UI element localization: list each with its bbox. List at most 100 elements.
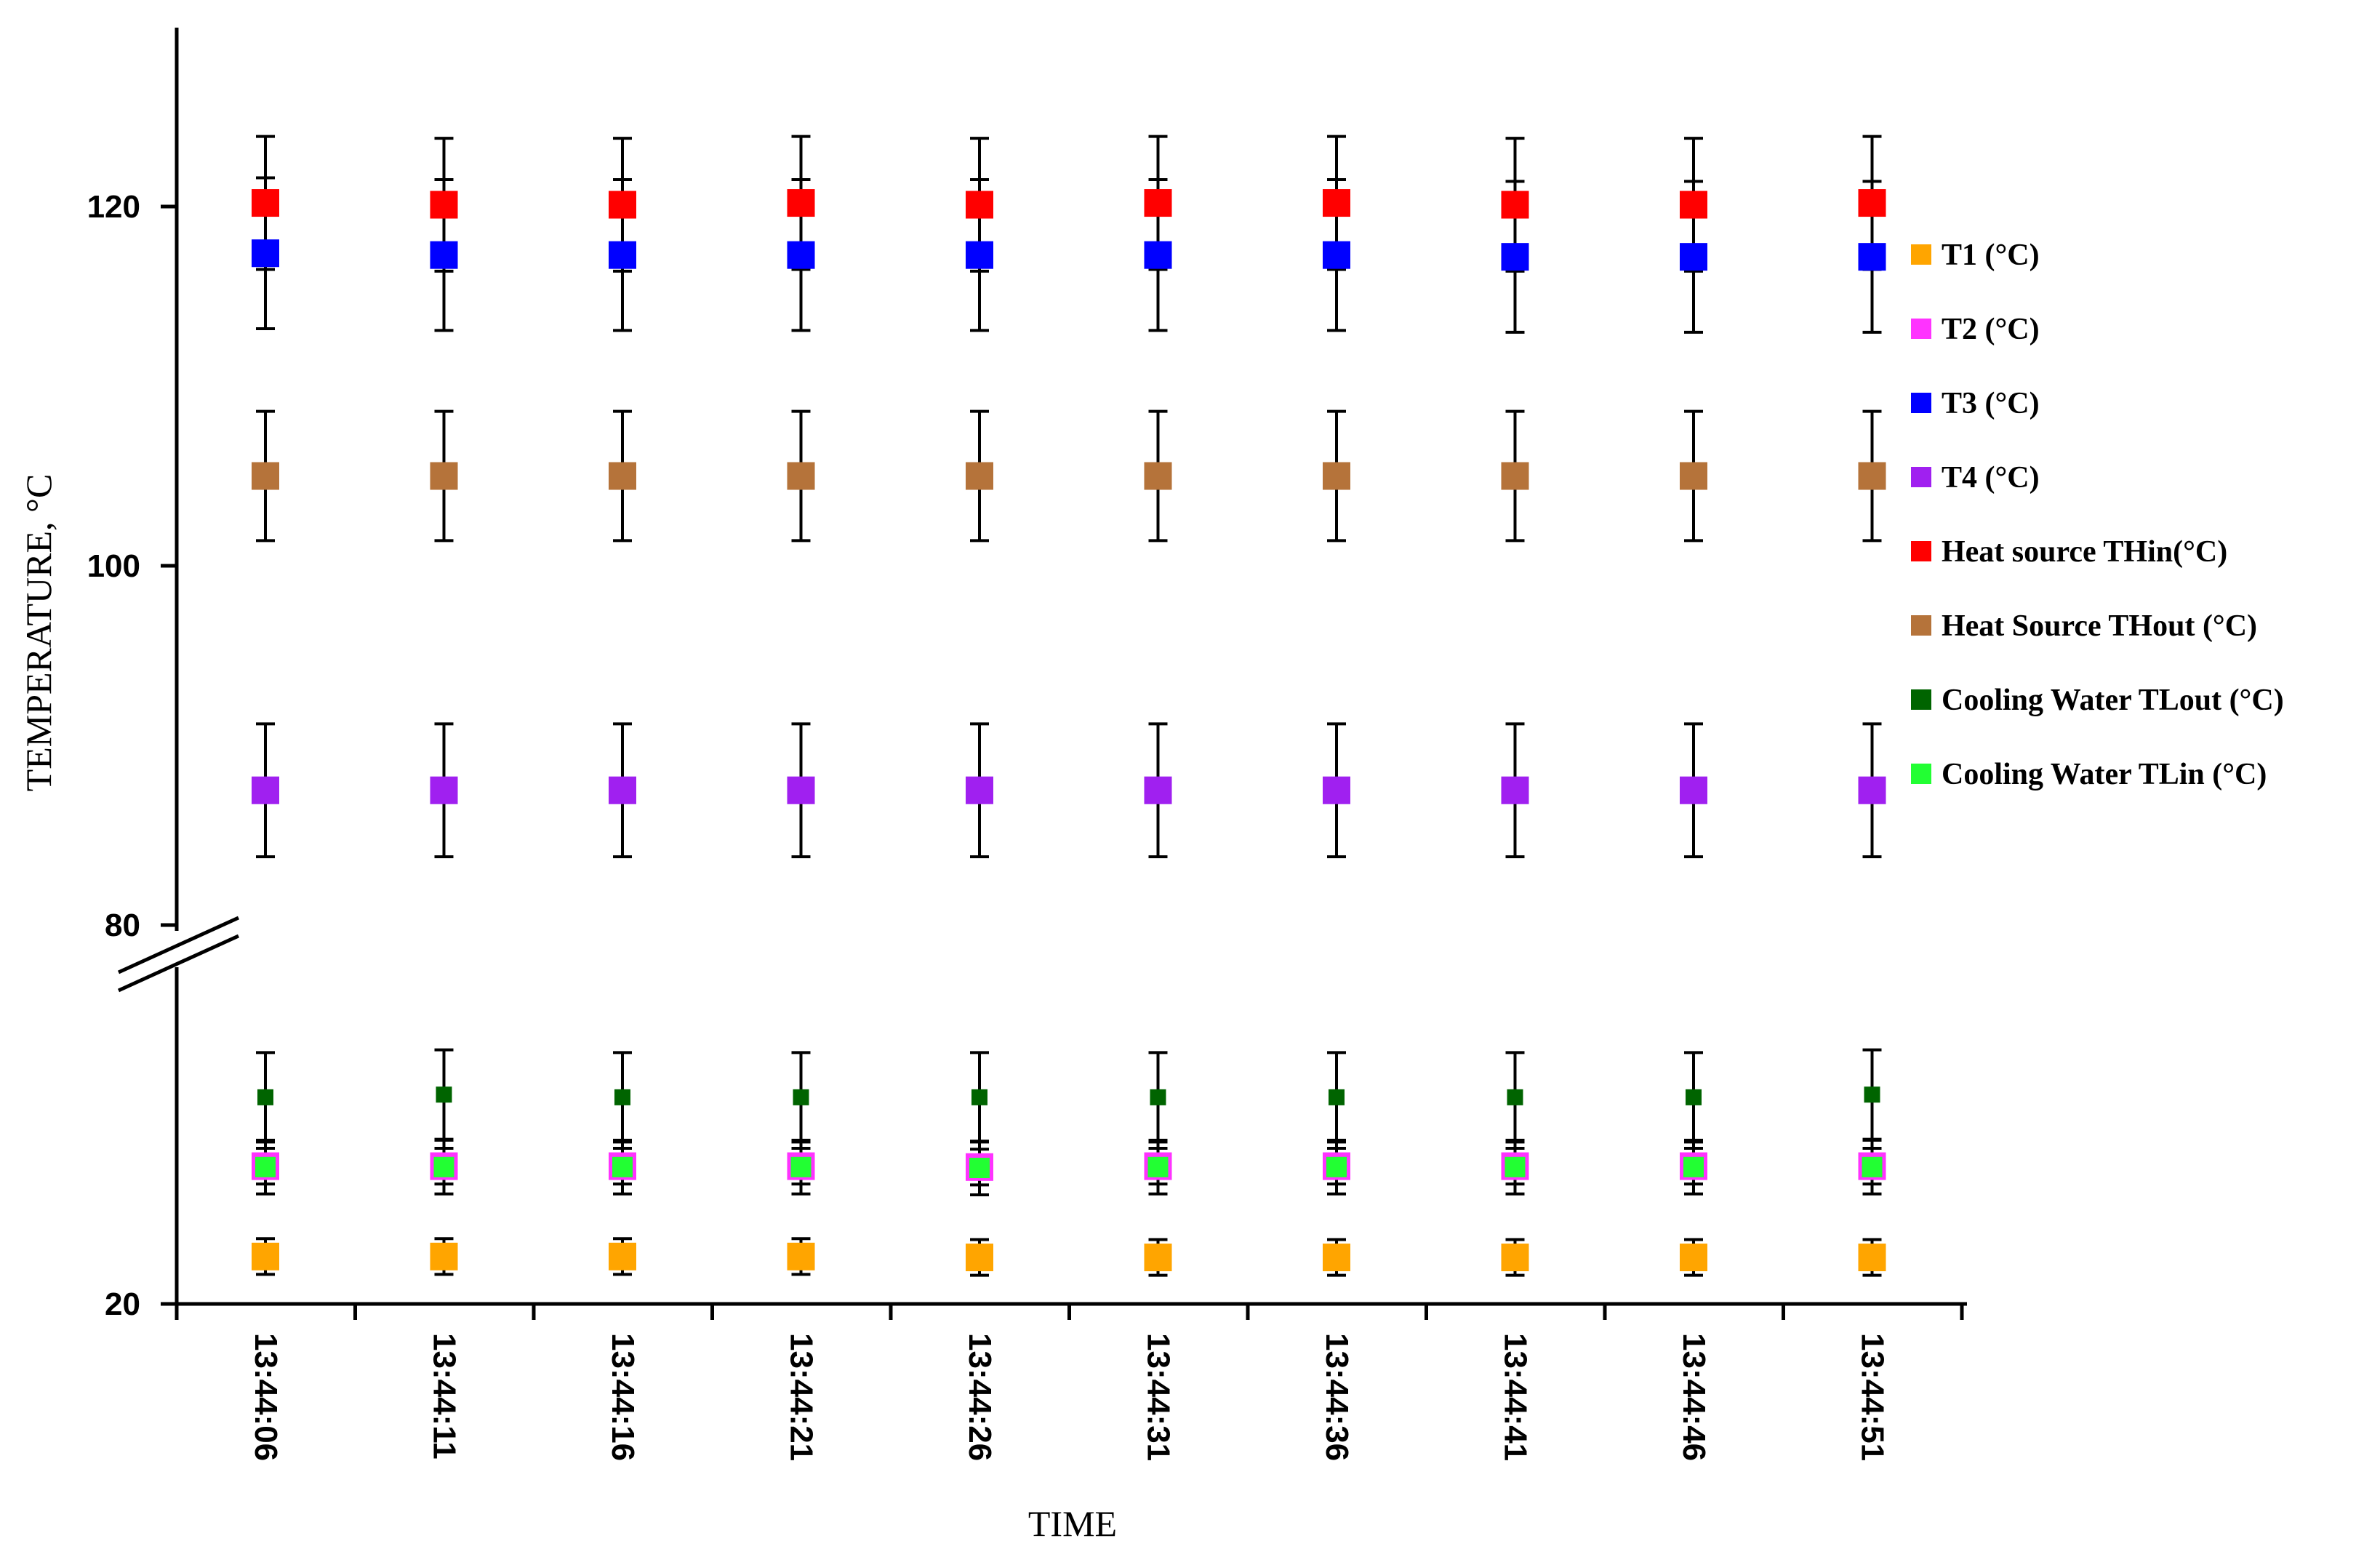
data-point — [787, 776, 815, 804]
data-point — [966, 1244, 993, 1272]
x-tick-label: 13:44:16 — [605, 1333, 641, 1461]
y-tick-label: 100 — [87, 548, 140, 584]
legend-swatch — [1911, 615, 1931, 636]
data-point — [609, 1242, 636, 1270]
legend-label: T2 (°C) — [1942, 313, 2040, 346]
data-point — [1680, 462, 1707, 490]
x-tick-label: 13:44:51 — [1855, 1333, 1891, 1461]
legend-label: T1 (°C) — [1942, 239, 2040, 272]
data-point — [430, 776, 458, 804]
data-point — [966, 241, 993, 269]
x-axis-title: TIME — [1028, 1503, 1117, 1544]
data-point — [787, 1242, 815, 1270]
data-point — [614, 1089, 630, 1105]
data-point — [1326, 1156, 1347, 1177]
legend-item: Heat Source THout (°C) — [1911, 609, 2257, 643]
x-tick-label: 13:44:06 — [248, 1333, 284, 1461]
error-bars — [256, 135, 1882, 1277]
data-point — [1686, 1089, 1702, 1105]
x-tick-label: 13:44:31 — [1141, 1333, 1177, 1461]
data-point — [1147, 1156, 1169, 1177]
data-point — [430, 1242, 458, 1270]
data-point — [1501, 191, 1529, 219]
data-point — [1501, 462, 1529, 490]
legend-item: Heat source THin(°C) — [1911, 535, 2227, 569]
y-tick-label: 120 — [87, 189, 140, 225]
y-tick-label: 80 — [105, 908, 140, 943]
legend-item: T1 (°C) — [1911, 239, 2040, 272]
data-point — [1680, 243, 1707, 271]
data-point — [787, 241, 815, 269]
legend-swatch — [1911, 467, 1931, 487]
data-point — [612, 1156, 633, 1177]
x-tick-label: 13:44:26 — [962, 1333, 998, 1461]
y-tick-label: 20 — [105, 1286, 140, 1322]
legend-item: T4 (°C) — [1911, 461, 2040, 495]
data-point — [1864, 1086, 1880, 1103]
data-point — [1858, 776, 1886, 804]
y-axis-title: TEMPERATURE, °C — [18, 474, 59, 792]
data-point — [252, 776, 279, 804]
data-point — [787, 189, 815, 217]
data-point — [609, 191, 636, 219]
data-point — [1144, 189, 1172, 217]
data-point — [1858, 1244, 1886, 1272]
data-point — [1323, 1244, 1350, 1272]
data-point — [1323, 189, 1350, 217]
legend-swatch — [1911, 764, 1931, 784]
data-point — [1329, 1089, 1345, 1105]
data-point — [257, 1089, 273, 1105]
data-point — [433, 1156, 454, 1177]
data-point — [1507, 1089, 1523, 1105]
axis-break-mark — [117, 934, 240, 993]
legend-swatch — [1911, 319, 1931, 339]
data-point — [1501, 776, 1529, 804]
legend-swatch — [1911, 244, 1931, 265]
data-point — [1323, 776, 1350, 804]
data-point — [1144, 241, 1172, 269]
data-point — [252, 239, 279, 268]
x-ticks: 13:44:06 13:44:11 13:44:16 13:44:21 13:44:26… — [175, 1304, 1964, 1461]
data-point — [1680, 1244, 1707, 1272]
data-point — [1680, 191, 1707, 219]
data-point — [1144, 1244, 1172, 1272]
data-point — [609, 462, 636, 490]
data-point — [1144, 462, 1172, 490]
data-point — [252, 189, 279, 217]
data-point — [966, 776, 993, 804]
data-point — [1501, 243, 1529, 271]
data-point — [1680, 776, 1707, 804]
legend-item: T2 (°C) — [1911, 313, 2040, 346]
x-tick-label: 13:44:21 — [784, 1333, 820, 1461]
legend-label: Heat source THin(°C) — [1942, 535, 2227, 569]
data-point — [971, 1089, 987, 1105]
data-point — [436, 1086, 452, 1103]
legend-swatch — [1911, 541, 1931, 561]
legend-label: Cooling Water TLout (°C) — [1942, 684, 2284, 717]
data-point — [252, 462, 279, 490]
data-point — [1150, 1089, 1166, 1105]
legend-item: Cooling Water TLout (°C) — [1911, 684, 2284, 717]
axis-break-mark — [117, 916, 240, 974]
data-point — [793, 1089, 809, 1105]
data-point — [609, 241, 636, 269]
data-point — [787, 462, 815, 490]
data-point — [609, 776, 636, 804]
data-point — [966, 462, 993, 490]
data-point — [1323, 241, 1350, 269]
data-point — [790, 1156, 812, 1177]
markers — [252, 189, 1886, 1272]
legend-label: T4 (°C) — [1942, 461, 2040, 495]
data-point — [255, 1156, 276, 1177]
data-point — [430, 191, 458, 219]
data-point — [430, 462, 458, 490]
x-tick-label: 13:44:11 — [427, 1333, 462, 1460]
data-point — [252, 1242, 279, 1270]
data-point — [1144, 776, 1172, 804]
data-point — [1862, 1156, 1883, 1177]
legend-item: T3 (°C) — [1911, 387, 2040, 420]
x-tick-label: 13:44:46 — [1676, 1333, 1712, 1461]
data-point — [1858, 462, 1886, 490]
data-point — [430, 241, 458, 269]
